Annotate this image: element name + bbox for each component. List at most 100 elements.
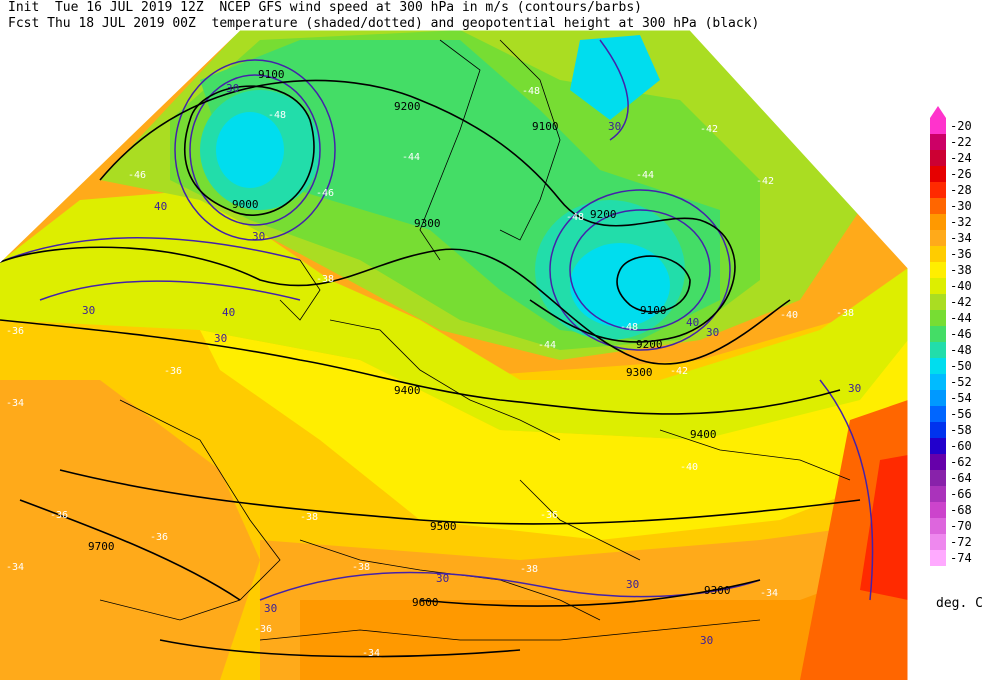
legend-label: -56 xyxy=(950,407,972,421)
legend-swatch xyxy=(930,422,946,438)
legend-swatch xyxy=(930,406,946,422)
legend-swatch xyxy=(930,118,946,134)
legend-swatch xyxy=(930,502,946,518)
height-labels: 9100 9000 9200 9300 9400 9500 9600 9700 … xyxy=(88,68,731,609)
legend-label: -72 xyxy=(950,535,972,549)
temperature-label: -40 xyxy=(780,310,798,321)
wind-label: 30 xyxy=(608,120,621,133)
legend-label: -70 xyxy=(950,519,972,533)
legend-swatch xyxy=(930,150,946,166)
legend-label: -60 xyxy=(950,439,972,453)
height-label: 9200 xyxy=(590,208,617,221)
legend-label: -32 xyxy=(950,215,972,229)
height-label: 9700 xyxy=(88,540,115,553)
map-domain-border xyxy=(0,29,909,680)
temperature-label: -44 xyxy=(402,152,420,163)
temperature-label: -36 xyxy=(254,624,272,635)
height-label: 9300 xyxy=(704,584,731,597)
forecast-time: Fcst Thu 18 JUL 2019 00Z xyxy=(8,16,196,31)
legend-label: -42 xyxy=(950,295,972,309)
wind-label: 40 xyxy=(222,306,235,319)
legend-swatch xyxy=(930,550,946,566)
legend-label: -44 xyxy=(950,311,972,325)
height-label: 9200 xyxy=(636,338,663,351)
map-header: Init Tue 16 JUL 2019 12Z NCEP GFS wind s… xyxy=(8,0,908,32)
fcst-line: Fcst Thu 18 JUL 2019 00Z temperature (sh… xyxy=(8,16,908,32)
temperature-label: -38 xyxy=(836,308,854,319)
height-label: 9000 xyxy=(232,198,259,211)
temperature-label: -46 xyxy=(128,170,146,181)
legend-label: -74 xyxy=(950,551,972,565)
wind-labels: 30 40 30 30 30 40 30 30 30 40 30 30 30 3… xyxy=(82,82,861,647)
temperature-label: -42 xyxy=(670,366,688,377)
legend-swatch xyxy=(930,374,946,390)
title-line-1: NCEP GFS wind speed at 300 hPa in m/s (c… xyxy=(219,0,642,15)
temperature-label: -48 xyxy=(566,212,584,223)
legend-swatch xyxy=(930,230,946,246)
temperature-label: -38 xyxy=(352,562,370,573)
legend-swatch xyxy=(930,166,946,182)
legend-swatch xyxy=(930,326,946,342)
legend-label: -24 xyxy=(950,151,972,165)
temperature-label: -48 xyxy=(620,322,638,333)
legend-swatch xyxy=(930,486,946,502)
wind-label: 30 xyxy=(226,82,239,95)
height-label: 9100 xyxy=(640,304,667,317)
legend-label: -30 xyxy=(950,199,972,213)
legend-swatch xyxy=(930,294,946,310)
legend-swatch xyxy=(930,262,946,278)
temperature-label: -46 xyxy=(316,188,334,199)
legend-swatch xyxy=(930,134,946,150)
temperature-label: -44 xyxy=(538,340,556,351)
legend-swatch xyxy=(930,358,946,374)
legend-label: -22 xyxy=(950,135,972,149)
wind-label: 30 xyxy=(252,230,265,243)
legend-swatch xyxy=(930,246,946,262)
temperature-label: -44 xyxy=(636,170,654,181)
init-line: Init Tue 16 JUL 2019 12Z NCEP GFS wind s… xyxy=(8,0,908,16)
wind-label: 30 xyxy=(82,304,95,317)
legend-label: -36 xyxy=(950,247,972,261)
legend-swatch xyxy=(930,198,946,214)
legend-label: -28 xyxy=(950,183,972,197)
legend-label: -64 xyxy=(950,471,972,485)
height-label: 9400 xyxy=(394,384,421,397)
height-contours xyxy=(0,79,861,658)
legend-swatch xyxy=(930,438,946,454)
legend-label: -38 xyxy=(950,263,972,277)
temperature-label: -36 xyxy=(540,510,558,521)
legend-label: -46 xyxy=(950,327,972,341)
height-label: 9500 xyxy=(430,520,457,533)
wind-label: 30 xyxy=(626,578,639,591)
temperature-label: -40 xyxy=(680,462,698,473)
legend-label: -66 xyxy=(950,487,972,501)
height-label: 9100 xyxy=(532,120,559,133)
legend-swatch xyxy=(930,534,946,550)
temperature-label: -42 xyxy=(700,124,718,135)
wind-label: 30 xyxy=(214,332,227,345)
legend-unit: deg. C xyxy=(936,596,983,611)
legend-label: -34 xyxy=(950,231,972,245)
temperature-label: -36 xyxy=(150,532,168,543)
wind-label: 30 xyxy=(436,572,449,585)
temperature-label: -38 xyxy=(316,274,334,285)
wind-label: 30 xyxy=(848,382,861,395)
temperature-label: -38 xyxy=(520,564,538,575)
init-time: Init Tue 16 JUL 2019 12Z xyxy=(8,0,204,15)
legend-label: -48 xyxy=(950,343,972,357)
wind-speed-contours xyxy=(0,39,874,601)
temperature-label: -34 xyxy=(362,648,380,659)
wind-label: 40 xyxy=(686,316,699,329)
temperature-label: -48 xyxy=(522,86,540,97)
temperature-label: -38 xyxy=(300,512,318,523)
legend-swatch xyxy=(930,390,946,406)
legend-swatch xyxy=(930,182,946,198)
legend-swatch xyxy=(930,214,946,230)
legend-swatch xyxy=(930,278,946,294)
legend-label: -54 xyxy=(950,391,972,405)
wind-label: 30 xyxy=(700,634,713,647)
temperature-label: -36 xyxy=(6,326,24,337)
legend-swatch xyxy=(930,518,946,534)
